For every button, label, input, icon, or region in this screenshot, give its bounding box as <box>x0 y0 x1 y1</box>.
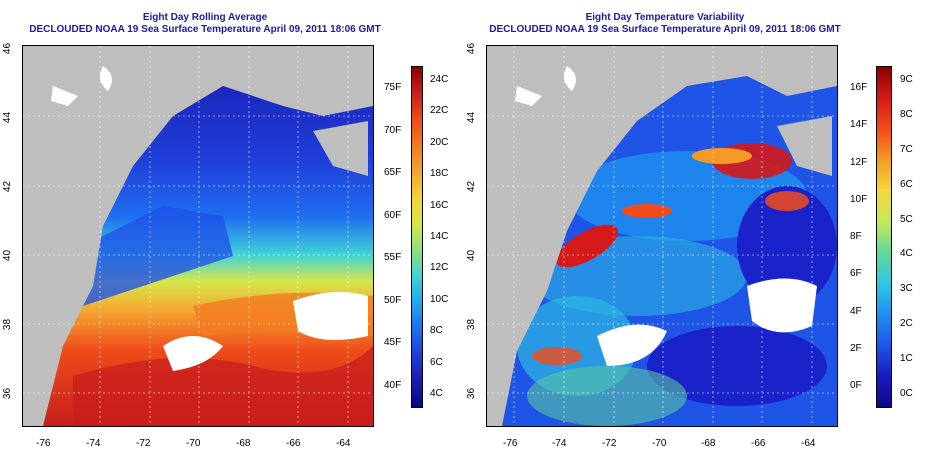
right-lat-tick-46: 46 <box>466 42 478 55</box>
right-colorbar-c-label: 1C <box>900 353 913 365</box>
right-colorbar-f-label: 4F <box>850 305 862 317</box>
left-colorbar-f-label: 40F <box>384 380 402 391</box>
left-lon-tick-68: -68 <box>236 438 251 449</box>
right-lon-tick-64: -64 <box>801 438 816 449</box>
right-lon-tick-72: -72 <box>602 438 617 449</box>
right-colorbar-f-label: 12F <box>850 156 868 168</box>
left-colorbar-f-label: 75F <box>384 82 402 93</box>
sst-variability-map <box>486 45 838 427</box>
right-lon-tick-70: -70 <box>652 438 667 449</box>
left-colorbar-c-label: 14C <box>430 231 449 242</box>
left-title: Eight Day Rolling Average DECLOUDED NOAA… <box>20 12 390 36</box>
left-colorbar-f-label: 45F <box>384 337 402 349</box>
left-lon-tick-74: -74 <box>86 438 101 449</box>
right-lon-tick-66: -66 <box>751 438 766 449</box>
right-lon-tick-74: -74 <box>552 438 567 449</box>
left-colorbar-f-label: 60F <box>384 209 402 221</box>
left-lon-tick-72: -72 <box>136 438 151 449</box>
right-colorbar-f-label: 0F <box>850 380 862 391</box>
right-colorbar-c-label: 8C <box>900 108 913 120</box>
left-colorbar-f-label: 70F <box>384 124 402 136</box>
right-colorbar-f-label: 8F <box>850 231 862 242</box>
right-colorbar-c-label: 4C <box>900 248 913 260</box>
left-colorbar-f-label: 65F <box>384 167 402 179</box>
left-colorbar-c-label: 8C <box>430 325 443 337</box>
right-colorbar-f-label: 10F <box>850 193 868 205</box>
left-colorbar-f-label: 50F <box>384 294 402 306</box>
sst-variability-map-graphic <box>487 46 837 426</box>
right-colorbar-c-label: 0C <box>900 388 913 399</box>
right-lat-tick-44: 44 <box>466 111 478 124</box>
right-lat-tick-38: 38 <box>466 318 478 331</box>
right-colorbar-f-label: 14F <box>850 119 868 131</box>
right-lon-tick-68: -68 <box>701 438 716 449</box>
left-lat-tick-46: 46 <box>2 42 14 55</box>
right-lat-tick-36: 36 <box>466 387 478 400</box>
right-colorbar-c-label: 5C <box>900 213 913 225</box>
left-colorbar-c-label: 20C <box>430 136 449 148</box>
left-lat-tick-40: 40 <box>2 249 14 262</box>
right-colorbar-c-label: 9C <box>900 74 913 85</box>
left-lat-tick-44: 44 <box>2 111 14 124</box>
left-lon-tick-70: -70 <box>186 438 201 449</box>
right-colorbar-f-label: 2F <box>850 342 862 354</box>
right-lat-tick-40: 40 <box>466 249 478 262</box>
right-title: Eight Day Temperature Variability DECLOU… <box>480 12 850 36</box>
left-title-line1: Eight Day Rolling Average <box>142 12 268 23</box>
left-colorbar-c-label: 4C <box>430 388 443 399</box>
right-colorbar-c-label: 2C <box>900 318 913 330</box>
left-lon-tick-64: -64 <box>336 438 351 449</box>
right-lon-tick-76: -76 <box>503 438 518 449</box>
left-lat-tick-38: 38 <box>2 318 14 331</box>
right-title-line2: DECLOUDED NOAA 19 Sea Surface Temperatur… <box>489 24 841 35</box>
left-colorbar-c-label: 16C <box>430 199 449 211</box>
left-title-line2: DECLOUDED NOAA 19 Sea Surface Temperatur… <box>29 24 381 35</box>
left-lat-tick-36: 36 <box>2 387 14 400</box>
sst-average-map <box>22 45 374 427</box>
left-colorbar-c-label: 18C <box>430 168 449 180</box>
right-lat-tick-42: 42 <box>466 180 478 193</box>
left-lon-tick-66: -66 <box>286 438 301 449</box>
left-colorbar <box>411 66 423 408</box>
right-colorbar-c-label: 3C <box>900 283 913 295</box>
right-colorbar <box>876 66 892 408</box>
sst-average-map-graphic <box>23 46 373 426</box>
right-title-line1: Eight Day Temperature Variability <box>585 12 745 23</box>
left-colorbar-c-label: 12C <box>430 262 449 274</box>
right-colorbar-c-label: 7C <box>900 143 913 155</box>
right-colorbar-f-label: 16F <box>850 82 868 93</box>
left-colorbar-f-label: 55F <box>384 252 402 264</box>
left-lon-tick-76: -76 <box>36 438 51 449</box>
left-colorbar-c-label: 6C <box>430 356 443 368</box>
left-lat-tick-42: 42 <box>2 180 14 193</box>
left-colorbar-c-label: 24C <box>430 74 449 85</box>
left-colorbar-c-label: 22C <box>430 105 449 117</box>
right-colorbar-f-label: 6F <box>850 268 862 280</box>
right-colorbar-c-label: 6C <box>900 178 913 190</box>
left-colorbar-c-label: 10C <box>430 293 449 305</box>
